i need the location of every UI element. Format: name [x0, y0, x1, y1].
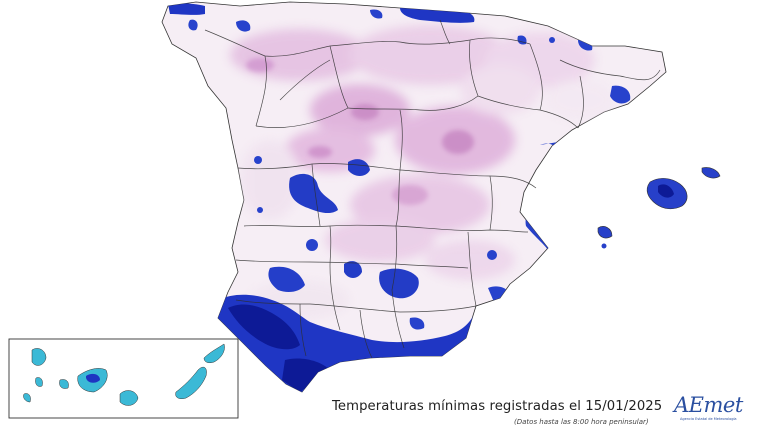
balearic-islands: [597, 167, 721, 249]
map-subtitle: (Datos hasta las 8:00 hora peninsular): [514, 418, 649, 426]
aemet-logo-subtext: Agencia Estatal de Meteorología: [680, 417, 737, 421]
aemet-logo-text: AEmet: [674, 393, 743, 417]
map-title: Temperaturas mínimas registradas el 15/0…: [332, 399, 663, 414]
region-borders: [204, 19, 661, 359]
canary-islands-inset: [8, 338, 239, 419]
aemet-logo: AEmet Agencia Estatal de Meteorología: [672, 393, 748, 423]
